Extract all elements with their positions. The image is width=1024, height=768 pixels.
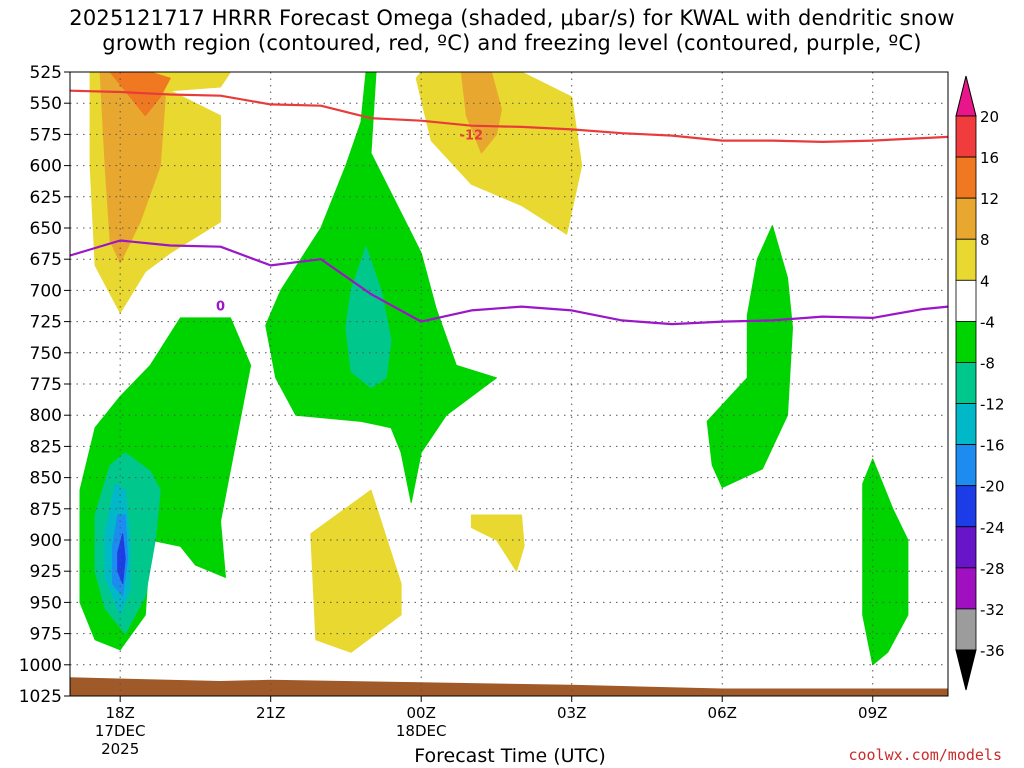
colorbar-top-arrow bbox=[955, 75, 977, 117]
snow-growth-contour-line bbox=[69, 89, 949, 143]
colorbar-swatch-2 bbox=[955, 197, 977, 240]
y-tick-label: 600 bbox=[30, 157, 62, 177]
colorbar-bottom-arrow bbox=[955, 649, 977, 691]
colorbar-swatch-6 bbox=[955, 362, 977, 404]
colorbar-swatch-5 bbox=[955, 320, 977, 363]
x-tick-label: 18Z bbox=[105, 704, 134, 722]
colorbar-swatch-10 bbox=[955, 526, 977, 569]
y-tick-label: 900 bbox=[30, 531, 62, 551]
colorbar-label: 8 bbox=[980, 231, 990, 249]
omega-region-6 bbox=[470, 514, 525, 572]
y-tick-label: 775 bbox=[30, 375, 62, 395]
snow-growth-contour-label: -12 bbox=[460, 128, 484, 143]
omega-region-14 bbox=[706, 225, 793, 489]
x-axis-label: Forecast Time (UTC) bbox=[414, 745, 606, 767]
omega-region-15 bbox=[862, 458, 909, 666]
y-tick-label: 650 bbox=[30, 219, 62, 239]
colorbar-swatch-12 bbox=[955, 608, 977, 651]
y-tick-label: 925 bbox=[30, 562, 62, 582]
y-tick-label: 850 bbox=[30, 469, 62, 489]
chart-title-line1: 2025121717 HRRR Forecast Omega (shaded, … bbox=[69, 6, 955, 30]
colorbar-swatch-7 bbox=[955, 403, 977, 446]
y-tick-label: 875 bbox=[30, 500, 62, 520]
colorbar-swatch-3 bbox=[955, 238, 977, 281]
omega-region-3 bbox=[415, 71, 583, 235]
x-tick-label: 03Z bbox=[557, 704, 586, 722]
colorbar-label: 20 bbox=[980, 108, 999, 126]
y-tick-label: 700 bbox=[30, 281, 62, 301]
colorbar-label: -8 bbox=[980, 354, 995, 372]
y-tick-label: 1025 bbox=[19, 687, 62, 707]
colorbar-label: -32 bbox=[980, 601, 1005, 619]
colorbar: 20 16 12 8 4 -4 -8 -12 -16 -20 -24 -28 -32 -36 bbox=[955, 75, 1005, 691]
x-tick-year-label: 2025 bbox=[101, 740, 139, 758]
chart-title-line2: growth region (contoured, red, ºC) and f… bbox=[102, 31, 922, 55]
y-tick-label: 550 bbox=[30, 94, 62, 114]
x-tick-label: 06Z bbox=[708, 704, 737, 722]
colorbar-swatch-11 bbox=[955, 567, 977, 610]
colorbar-label: 4 bbox=[980, 272, 990, 290]
x-tick-label: 09Z bbox=[858, 704, 887, 722]
y-tick-label: 575 bbox=[30, 125, 62, 145]
colorbar-swatch-9 bbox=[955, 485, 977, 528]
y-tick-label: 750 bbox=[30, 344, 62, 364]
y-tick-label: 800 bbox=[30, 406, 62, 426]
colorbar-swatch-8 bbox=[955, 444, 977, 487]
x-tick-date-label: 18DEC bbox=[396, 722, 447, 740]
y-tick-label: 950 bbox=[30, 593, 62, 613]
y-tick-label: 675 bbox=[30, 250, 62, 270]
colorbar-label: -36 bbox=[980, 642, 1005, 660]
colorbar-label: -24 bbox=[980, 519, 1005, 537]
x-tick-date-label: 17DEC bbox=[95, 722, 146, 740]
colorbar-label: 12 bbox=[980, 190, 999, 208]
omega-region-5 bbox=[310, 489, 402, 653]
colorbar-label: -28 bbox=[980, 560, 1005, 578]
y-axis: 525 550 575 600 625 650 675 700 725 750 775 800 825 8… bbox=[19, 63, 70, 707]
freezing-level-contour-label: 0 bbox=[216, 299, 225, 314]
y-tick-label: 725 bbox=[30, 313, 62, 333]
colorbar-label: -20 bbox=[980, 478, 1005, 496]
x-tick-label: 00Z bbox=[407, 704, 436, 722]
colorbar-label: -12 bbox=[980, 396, 1005, 414]
colorbar-label: -4 bbox=[980, 313, 995, 331]
colorbar-swatch-0 bbox=[955, 115, 977, 158]
y-tick-label: 525 bbox=[30, 63, 62, 83]
y-tick-label: 975 bbox=[30, 625, 62, 645]
freezing-level-contour-line bbox=[69, 239, 949, 326]
x-tick-label: 21Z bbox=[256, 704, 285, 722]
chart-title: 2025121717 HRRR Forecast Omega (shaded, … bbox=[0, 6, 1024, 56]
omega-shading-layer bbox=[79, 71, 909, 666]
grid-layer bbox=[70, 72, 948, 696]
terrain-layer bbox=[70, 677, 948, 696]
terrain-fill bbox=[70, 677, 948, 696]
contour-layer: -12 0 bbox=[69, 89, 949, 326]
colorbar-swatch-4 bbox=[955, 279, 977, 322]
y-tick-label: 1000 bbox=[19, 656, 62, 676]
colorbar-label: 16 bbox=[980, 149, 999, 167]
y-tick-label: 625 bbox=[30, 188, 62, 208]
colorbar-label: -16 bbox=[980, 437, 1005, 455]
colorbar-swatch-1 bbox=[955, 156, 977, 199]
y-tick-label: 825 bbox=[30, 437, 62, 457]
credit-text: coolwx.com/models bbox=[848, 746, 1002, 764]
